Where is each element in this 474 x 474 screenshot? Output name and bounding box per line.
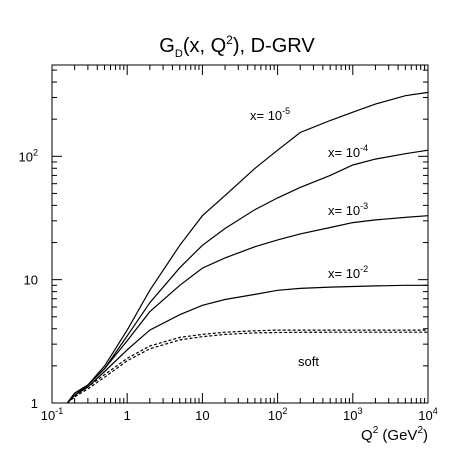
tick-label-part: 10 <box>41 408 55 423</box>
curve <box>66 331 428 404</box>
tick-label: 103 <box>343 406 362 423</box>
tick-label-part: 10 <box>19 149 33 164</box>
tick-label: 1 <box>124 408 131 423</box>
curve <box>66 284 428 404</box>
chart-title: GD(x, Q2), D-GRV <box>159 33 315 60</box>
title-part: ), D-GRV <box>233 35 316 57</box>
tick-label: 1 <box>31 396 38 411</box>
tick-label-part: 10 <box>343 408 357 423</box>
curve-label-part: -2 <box>360 264 368 274</box>
curve-label-part: x= 10 <box>328 203 360 218</box>
curve-label-part: -5 <box>282 106 290 116</box>
tick-label-part: 1 <box>31 396 38 411</box>
tick-label: 10-1 <box>41 406 63 423</box>
curve <box>66 329 428 404</box>
label-part: 2 <box>417 425 423 436</box>
curve-label-part: x= 10 <box>250 108 282 123</box>
tick-label-part: 1 <box>124 408 131 423</box>
tick-label-part: 10 <box>195 408 209 423</box>
tick-label: 104 <box>418 406 437 423</box>
curve-label-part: x= 10 <box>328 266 360 281</box>
curve-label: x= 10-3 <box>328 201 368 218</box>
curve-label: x= 10-2 <box>328 264 368 281</box>
label-part: Q <box>361 427 373 444</box>
tick-label-part: 3 <box>358 406 363 416</box>
label-part: (GeV <box>378 427 417 444</box>
tick-label-part: 10 <box>268 408 282 423</box>
title-part: 2 <box>226 33 233 47</box>
curve-label: x= 10-5 <box>250 106 290 123</box>
title-part: D <box>175 48 183 60</box>
tick-label-part: 2 <box>33 147 38 157</box>
title-part: G <box>159 35 175 57</box>
plot-frame <box>51 64 429 404</box>
tick-label-part: 2 <box>282 406 287 416</box>
curve-label-part: -4 <box>360 143 368 153</box>
curve <box>66 91 429 404</box>
curve-label: x= 10-4 <box>328 143 368 160</box>
tick-label: 102 <box>19 147 38 164</box>
tick-label: 10 <box>24 273 38 288</box>
label-part: 2 <box>373 425 379 436</box>
curve-label: soft <box>298 354 319 369</box>
x-axis-label: Q2 (GeV2) <box>361 425 428 444</box>
tick-label-part: 10 <box>418 408 432 423</box>
label-part: ) <box>423 427 428 444</box>
tick-label-part: 4 <box>433 406 438 416</box>
curve-label-part: x= 10 <box>328 145 360 160</box>
curve-label-part: soft <box>298 354 319 369</box>
curve-label-part: -3 <box>360 201 368 211</box>
title-part: (x, Q <box>183 35 226 57</box>
tick-label-part: 10 <box>24 273 38 288</box>
tick-label: 10 <box>195 408 209 423</box>
tick-label: 102 <box>268 406 287 423</box>
tick-label-part: -1 <box>55 406 63 416</box>
curve <box>66 215 429 404</box>
